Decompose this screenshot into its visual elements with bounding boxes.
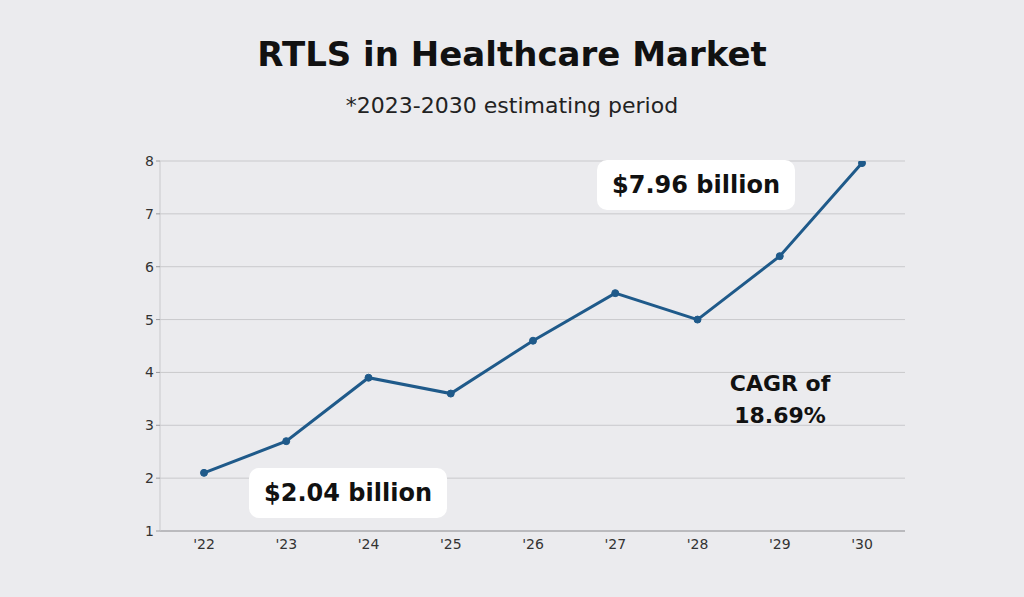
- html-text:RTLS in Healthcare Market: RTLS in Healthcare Market: [257, 34, 767, 74]
- html-text:$7.96 billion: $7.96 billion: [612, 171, 780, 199]
- svg-text:'23: '23: [275, 536, 297, 552]
- svg-text:1: 1: [145, 523, 154, 539]
- svg-text:4: 4: [145, 364, 154, 380]
- svg-text:'26: '26: [522, 536, 544, 552]
- svg-text:'25: '25: [440, 536, 462, 552]
- svg-text:7: 7: [145, 206, 154, 222]
- svg-text:5: 5: [145, 312, 154, 328]
- html-text:$2.04 billion: $2.04 billion: [264, 479, 432, 507]
- svg-text:6: 6: [145, 259, 154, 275]
- svg-text:2: 2: [145, 470, 154, 486]
- svg-text:3: 3: [145, 417, 154, 433]
- svg-text:'24: '24: [358, 536, 380, 552]
- html-text:CAGR of 18.69%: CAGR of 18.69%: [729, 371, 831, 428]
- svg-text:'30: '30: [851, 536, 873, 552]
- svg-text:8: 8: [145, 153, 154, 169]
- html-text:*2023-2030 estimating period: *2023-2030 estimating period: [345, 93, 679, 118]
- svg-text:'27: '27: [604, 536, 626, 552]
- svg-text:'28: '28: [687, 536, 709, 552]
- svg-text:'29: '29: [769, 536, 791, 552]
- svg-text:'22: '22: [193, 536, 215, 552]
